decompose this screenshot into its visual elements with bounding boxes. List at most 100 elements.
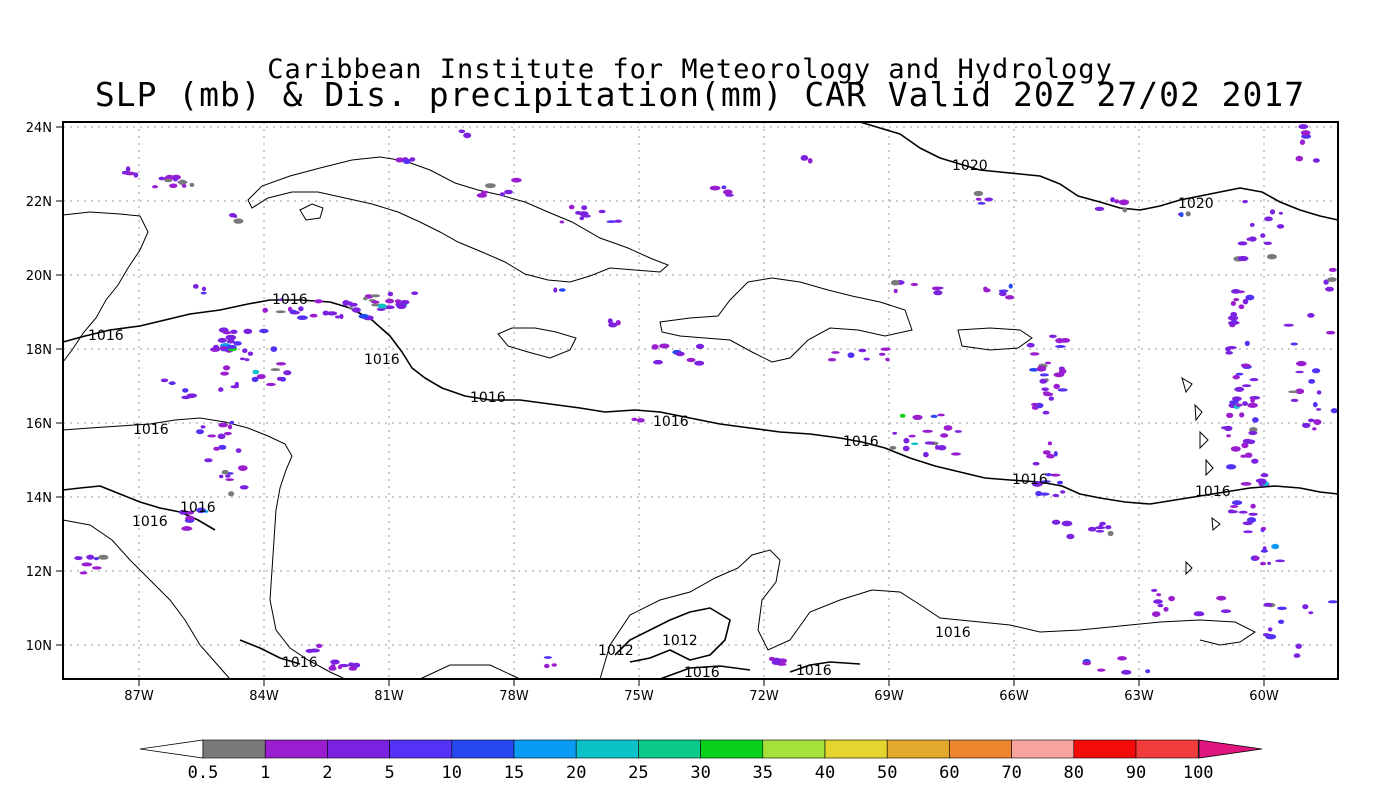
precip-cell <box>402 158 411 164</box>
precip-cell <box>270 346 278 352</box>
precip-cell <box>1231 500 1243 506</box>
precip-cell <box>212 344 220 351</box>
precip-cell <box>723 189 733 195</box>
precip-cell <box>499 192 505 197</box>
precip-cell <box>326 311 338 316</box>
precip-cell <box>675 351 685 357</box>
precip-cell <box>1242 401 1248 406</box>
precip-cell <box>200 425 206 429</box>
precip-cell <box>276 376 284 381</box>
precip-cell <box>172 175 179 182</box>
precip-cell <box>1235 372 1244 376</box>
colorbar-swatches <box>202 739 1199 759</box>
precip-cell <box>98 554 109 560</box>
precip-cell <box>342 300 350 306</box>
precip-cell <box>937 286 944 290</box>
precip-cell <box>1026 342 1035 348</box>
lat-tick-label: 22N <box>26 195 52 210</box>
precip-cell <box>1045 473 1052 477</box>
precip-cell <box>314 299 323 304</box>
isobar-label: 1016 <box>1195 484 1231 500</box>
precip-cell <box>1247 402 1258 408</box>
precip-cell <box>1316 408 1322 411</box>
precip-cell <box>93 557 99 561</box>
isobar-label: 1020 <box>1178 196 1214 212</box>
colorbar-label: 2 <box>322 763 332 783</box>
precip-cell <box>219 474 224 479</box>
precip-cell <box>351 307 361 313</box>
precip-cell <box>1229 400 1239 404</box>
isobar-label: 1016 <box>133 422 169 438</box>
precip-cell <box>1288 390 1298 394</box>
precip-cell <box>1055 338 1064 344</box>
precip-cell <box>1245 294 1255 301</box>
precip-cell <box>1267 561 1272 565</box>
isobar-label: 1012 <box>598 643 634 659</box>
precip-cell <box>409 157 416 162</box>
precip-cell <box>1040 480 1052 483</box>
precip-cell <box>91 566 102 570</box>
precip-cell <box>800 155 809 161</box>
precip-cell <box>330 659 340 665</box>
precip-cell <box>1042 450 1051 455</box>
precip-cell <box>1156 593 1162 597</box>
precip-cell <box>885 357 890 362</box>
precip-cell <box>164 178 173 183</box>
precip-cell <box>220 371 229 376</box>
precip-cell <box>879 352 886 356</box>
precip-cell <box>322 310 330 316</box>
precip-cell <box>385 298 395 304</box>
precip-cell <box>1163 606 1169 612</box>
precip-cell <box>348 662 355 667</box>
precip-cell <box>184 525 190 530</box>
lon-tick-label: 84W <box>249 689 279 704</box>
precip-cell <box>1275 559 1286 563</box>
precip-cell <box>1220 426 1232 430</box>
colorbar-swatch <box>1011 739 1075 759</box>
precip-cell <box>296 315 308 321</box>
precip-cell <box>1082 661 1091 666</box>
precip-cell <box>1044 361 1052 365</box>
precip-cell <box>899 413 906 418</box>
precip-cell <box>1046 453 1055 459</box>
precip-cell <box>1248 512 1258 516</box>
precip-cell <box>218 422 228 428</box>
precip-cell <box>1241 442 1249 449</box>
precip-cell <box>1290 342 1298 346</box>
precip-cell <box>1220 609 1232 613</box>
lon-tick-label: 87W <box>124 689 154 704</box>
precip-cell <box>370 300 380 304</box>
colorbar-label: 15 <box>504 763 524 783</box>
precip-cell <box>1226 464 1237 470</box>
lon-tick-label: 75W <box>624 689 654 704</box>
precip-cell <box>1252 417 1259 423</box>
precip-cell <box>1097 668 1106 672</box>
precip-cell <box>559 220 565 224</box>
title-line-2: SLP (mb) & Dis. precipitation(mm) CAR Va… <box>95 75 1305 114</box>
precip-cell <box>1094 526 1106 530</box>
precip-cell <box>1240 482 1252 486</box>
precip-cell <box>1242 438 1253 444</box>
precip-cell <box>1216 595 1227 601</box>
precip-cell <box>1237 255 1249 262</box>
precip-cell <box>543 656 553 659</box>
precip-cell <box>1311 368 1321 374</box>
precip-cell <box>228 491 235 497</box>
precip-cell <box>384 305 395 310</box>
precip-cell <box>1278 211 1283 215</box>
isobars <box>62 121 1339 680</box>
precip-cell <box>337 664 343 670</box>
precip-cell <box>1316 390 1322 395</box>
precip-cell <box>1240 363 1251 368</box>
coast-jamaica <box>497 327 577 359</box>
precip-cell <box>933 290 943 296</box>
coast-yucatan <box>62 211 149 363</box>
precip-cell <box>81 562 93 567</box>
lat-tick-label: 18N <box>26 343 52 358</box>
isobar-1016-south-b <box>659 661 861 680</box>
colorbar-swatch <box>700 739 764 759</box>
precip-cell <box>1094 206 1105 211</box>
precip-cell <box>213 446 220 451</box>
precip-cell <box>363 296 368 301</box>
precip-cell <box>207 434 217 438</box>
